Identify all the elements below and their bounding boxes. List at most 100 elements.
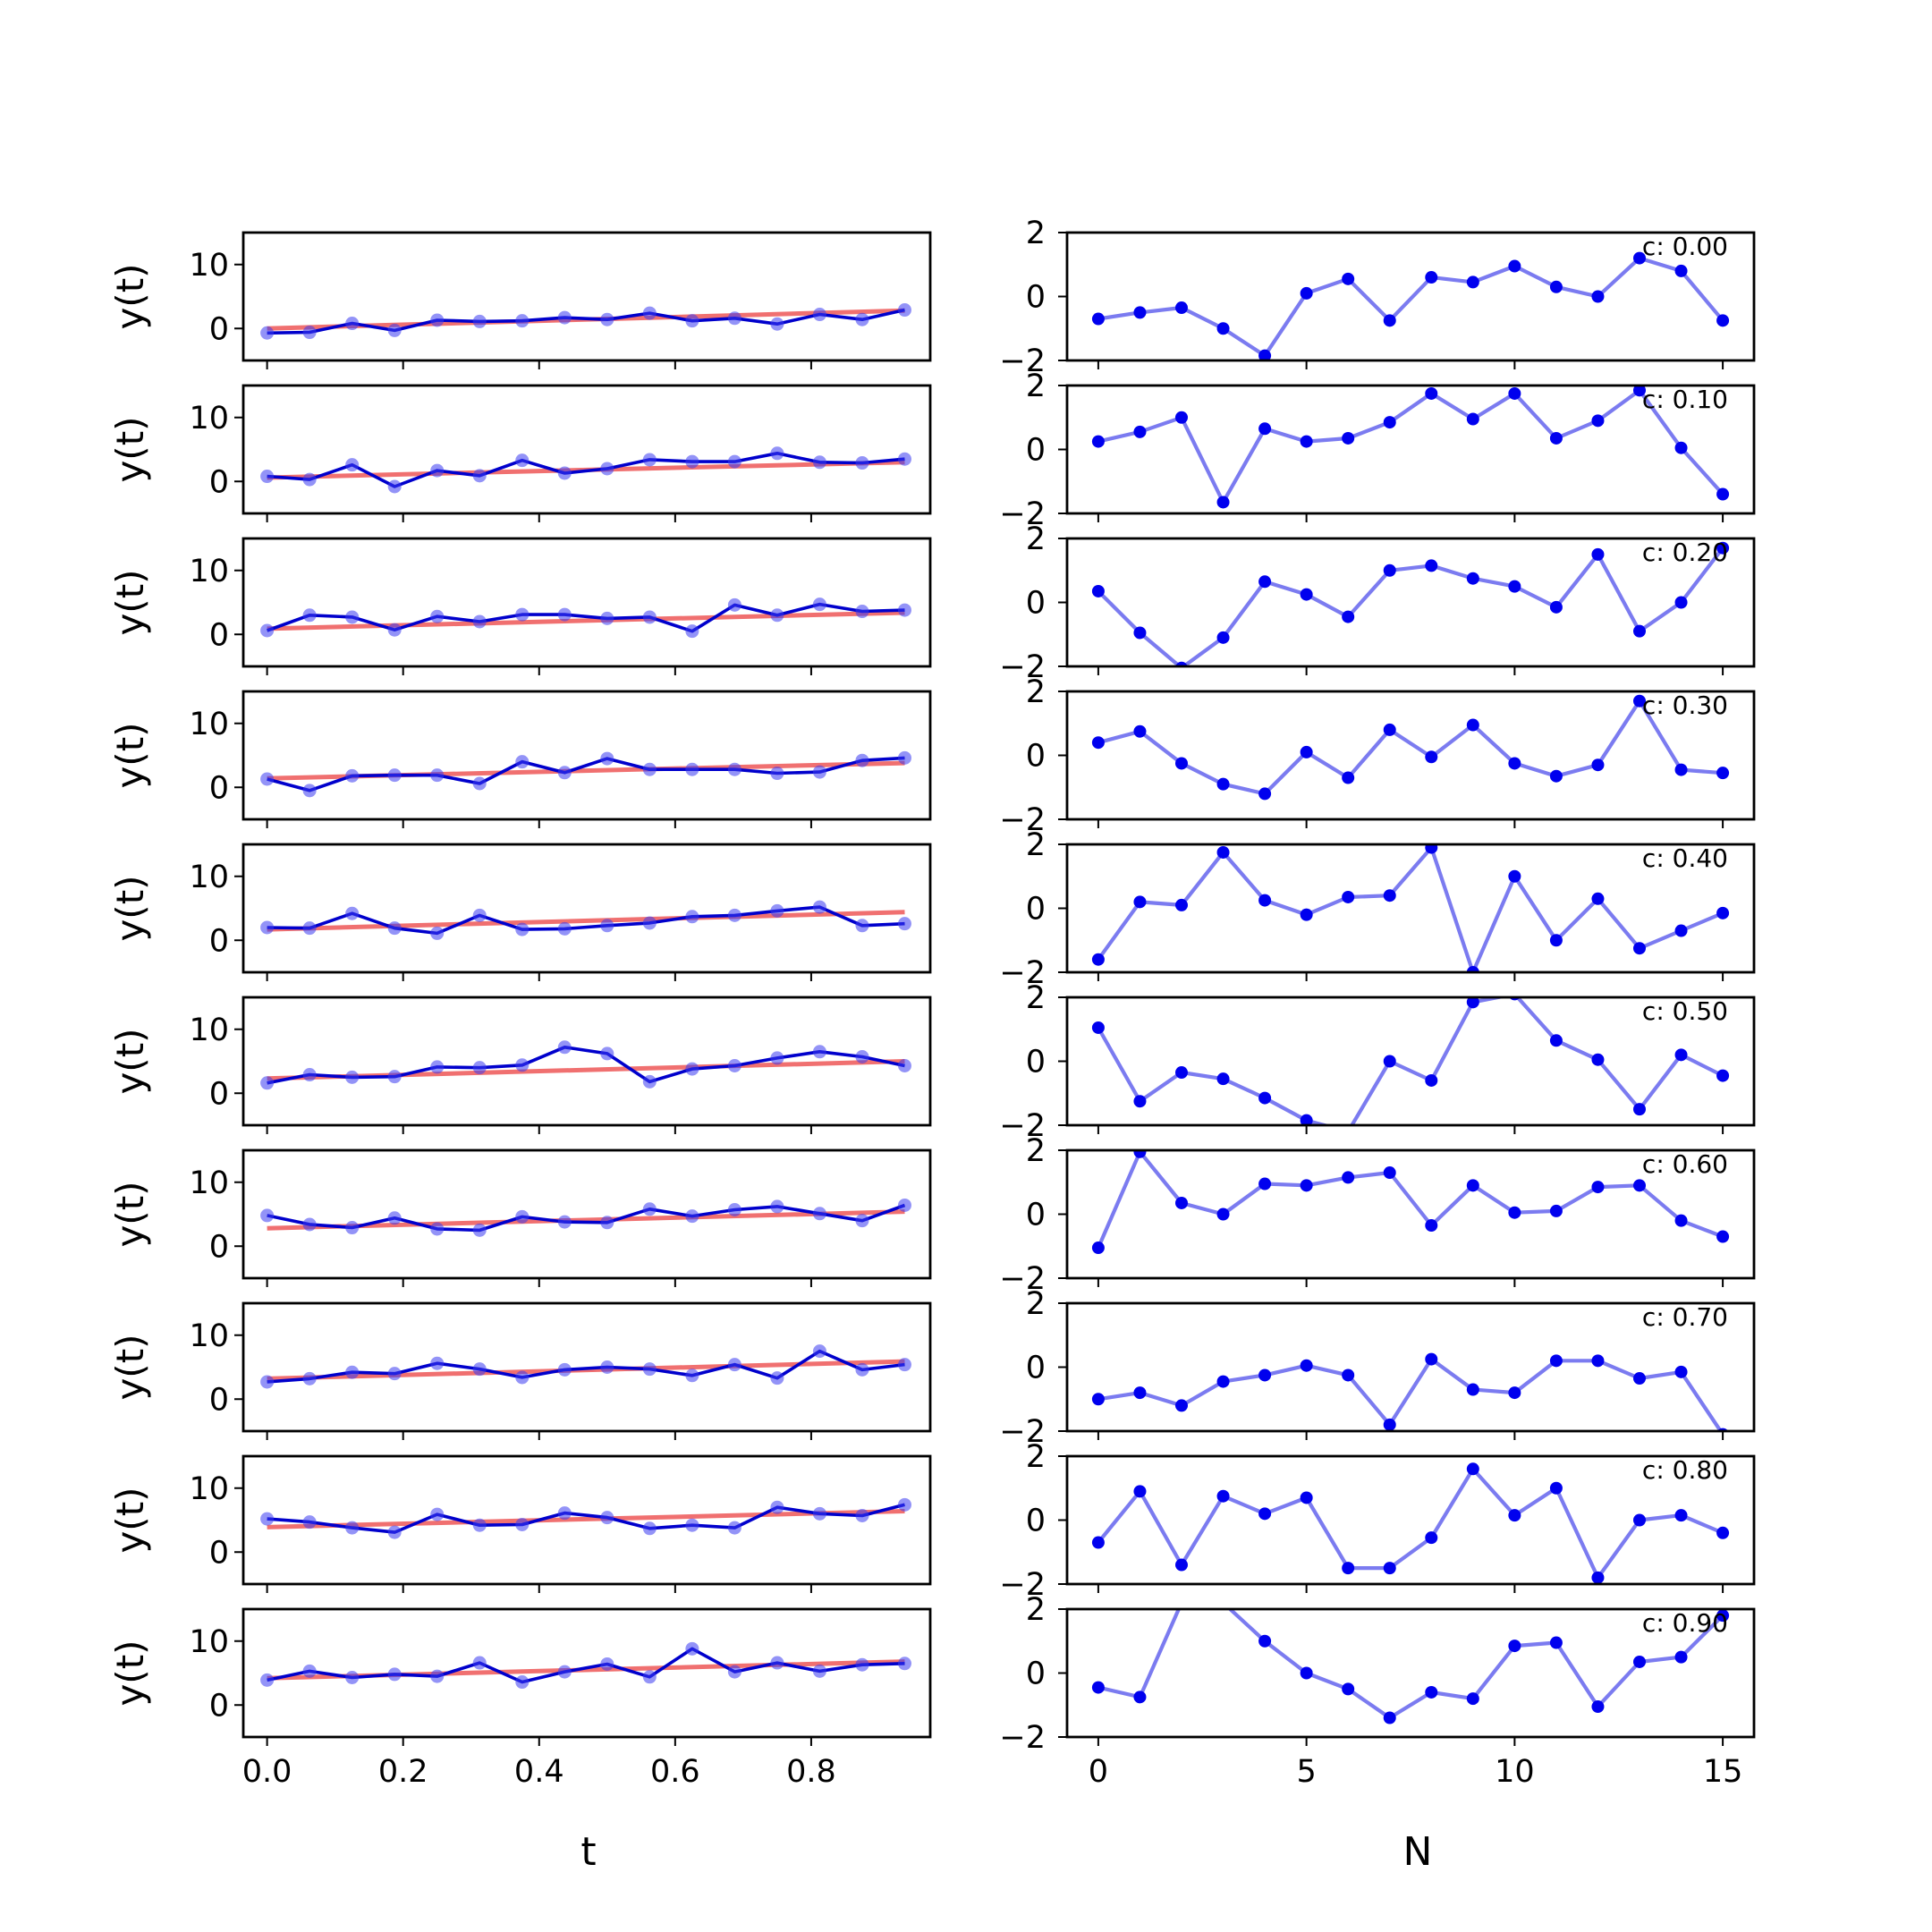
y-tick-label: −2 [999, 496, 1046, 532]
observed-point [260, 1512, 275, 1526]
observed-point [897, 1059, 911, 1073]
observed-point [430, 313, 445, 327]
series-point [1175, 661, 1188, 666]
series-point [1383, 1055, 1396, 1068]
observed-point [812, 1506, 826, 1521]
observed-point [685, 624, 699, 639]
x-tick-label: 0.0 [242, 1754, 292, 1790]
right-panel-8: c: 0.80 −2 0 2 [999, 1439, 1756, 1603]
series-point [1674, 1214, 1688, 1227]
series-point [1175, 301, 1188, 315]
series-point [1591, 892, 1605, 905]
series-point [1674, 1509, 1688, 1522]
series-point [1133, 1485, 1147, 1498]
series-point [1425, 1685, 1438, 1699]
observed-point [812, 455, 826, 470]
observed-point [387, 1367, 402, 1381]
y-tick-label: 0 [209, 617, 229, 653]
y-tick-label: 10 [189, 707, 229, 742]
series-group [1091, 386, 1730, 509]
left-x-axis-label: t [580, 1829, 596, 1875]
y-tick-label: −2 [999, 1567, 1046, 1603]
observed-point [727, 762, 741, 776]
series-point [1674, 1365, 1688, 1378]
y-tick-label: −2 [999, 1414, 1046, 1450]
observed-point [812, 308, 826, 322]
observed-point [302, 1371, 317, 1385]
y-tick-label: 10 [189, 248, 229, 284]
observed-point [260, 1673, 275, 1687]
left-panel-3: 0 10 y(t) [108, 690, 932, 828]
series-point [1425, 1073, 1438, 1087]
observed-point [642, 1074, 657, 1089]
observed-point [600, 1657, 614, 1671]
observed-point [515, 755, 530, 769]
y-tick-label: 0 [1026, 892, 1046, 928]
series-point [1425, 1531, 1438, 1545]
observed-point [812, 1664, 826, 1678]
series-point [1674, 264, 1688, 277]
observed-point [472, 776, 487, 791]
series-point [1091, 584, 1105, 597]
y-tick-label: 0 [1026, 1351, 1046, 1386]
left-panel-frame [242, 1301, 932, 1433]
observed-point [345, 317, 360, 331]
y-axis-label: y(t) [108, 1181, 152, 1247]
y-tick-label: −2 [999, 1261, 1046, 1297]
observed-point [642, 610, 657, 624]
series-point [1091, 1241, 1105, 1255]
observed-line [267, 1349, 905, 1384]
series-group [1091, 1609, 1730, 1724]
series-point [1591, 414, 1605, 428]
y-tick-label: 2 [1026, 216, 1046, 251]
series-point [1216, 322, 1230, 335]
observed-point [600, 312, 614, 326]
series-point [1133, 626, 1147, 640]
observed-point [430, 1507, 445, 1521]
observed-point [770, 767, 784, 781]
series-point [1342, 1562, 1355, 1575]
series-point [1716, 906, 1730, 919]
panel-label: c: 0.50 [1642, 996, 1728, 1026]
observed-point [260, 1076, 275, 1090]
observed-point [345, 1221, 360, 1235]
series-point [1425, 559, 1438, 572]
series-point [1342, 1368, 1355, 1382]
observed-point [557, 1040, 572, 1055]
series-point [1674, 441, 1688, 454]
series-line [1097, 547, 1724, 666]
series-point [1508, 1386, 1521, 1400]
observed-point [472, 314, 487, 328]
observed-point [685, 1062, 699, 1076]
series-line [1097, 997, 1724, 1125]
series-line [1096, 1150, 1724, 1249]
observed-point [302, 1515, 317, 1530]
series-point [1591, 547, 1605, 561]
series-line [1097, 699, 1724, 796]
series-point [1633, 942, 1646, 955]
series-point [1300, 908, 1313, 921]
series-point [1549, 431, 1563, 445]
series-point [1425, 271, 1438, 284]
series-point [1216, 1208, 1230, 1221]
observed-point [897, 1497, 911, 1512]
x-tick-label: 5 [1296, 1754, 1316, 1790]
series-point [1716, 314, 1730, 327]
observed-point [345, 906, 360, 920]
series-point [1342, 431, 1355, 445]
series-point [1674, 763, 1688, 776]
observed-point [727, 1521, 741, 1535]
y-tick-label: 0 [1026, 280, 1046, 316]
series-point [1300, 435, 1313, 448]
series-point [1716, 1230, 1730, 1243]
series-point [1591, 1571, 1605, 1584]
series-point [1591, 758, 1605, 772]
y-tick-label: 0 [1026, 1045, 1046, 1080]
observed-point [600, 751, 614, 766]
left-panel-frame [242, 1148, 932, 1280]
observed-point [557, 466, 572, 480]
y-axis-label: y(t) [108, 722, 152, 788]
panel-label: c: 0.30 [1642, 691, 1728, 720]
series-point [1466, 997, 1479, 1009]
